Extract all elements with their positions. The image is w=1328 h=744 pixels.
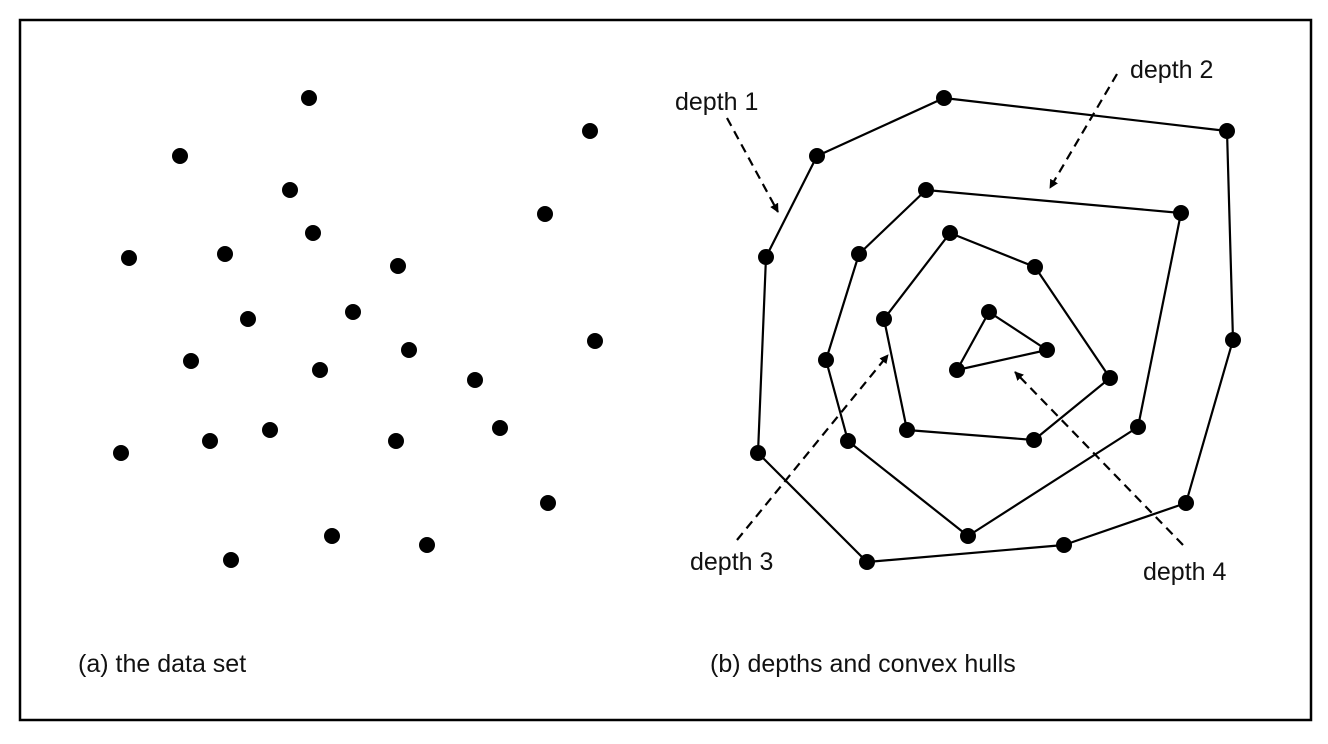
data-point xyxy=(217,246,233,262)
data-point xyxy=(467,372,483,388)
data-point xyxy=(113,445,129,461)
data-point xyxy=(419,537,435,553)
data-point xyxy=(172,148,188,164)
hull-vertex-depth-2 xyxy=(1130,419,1146,435)
hull-depth-2 xyxy=(824,188,1183,538)
hull-vertex-depth-4 xyxy=(1039,342,1055,358)
data-point xyxy=(121,250,137,266)
hull-vertex-depth-2 xyxy=(1173,205,1189,221)
data-point xyxy=(305,225,321,241)
data-point xyxy=(312,362,328,378)
hull-depth-3 xyxy=(882,231,1112,442)
figure-frame xyxy=(18,18,1313,722)
data-point xyxy=(202,433,218,449)
depth-2-arrow xyxy=(1049,73,1118,189)
data-point xyxy=(324,528,340,544)
hull-vertex-depth-1 xyxy=(809,148,825,164)
data-point xyxy=(540,495,556,511)
data-point xyxy=(345,304,361,320)
hull-vertex-depth-1 xyxy=(936,90,952,106)
hull-vertex-depth-4 xyxy=(981,304,997,320)
data-point xyxy=(240,311,256,327)
data-point xyxy=(282,182,298,198)
data-point xyxy=(587,333,603,349)
hull-vertex-depth-3 xyxy=(899,422,915,438)
hull-vertex-depth-2 xyxy=(818,352,834,368)
depth-4-label: depth 4 xyxy=(1143,558,1227,586)
data-point xyxy=(301,90,317,106)
hull-depth-4 xyxy=(955,310,1049,372)
panel-a-data-points xyxy=(113,90,603,568)
hull-vertex-depth-2 xyxy=(840,433,856,449)
depth-1-label: depth 1 xyxy=(675,88,758,116)
hull-vertex-depth-1 xyxy=(1056,537,1072,553)
hull-vertex-depth-1 xyxy=(1178,495,1194,511)
data-point xyxy=(388,433,404,449)
depth-4-arrow xyxy=(1014,371,1184,546)
data-point xyxy=(183,353,199,369)
data-point xyxy=(401,342,417,358)
hull-vertex-depth-2 xyxy=(960,528,976,544)
panel-b-caption: (b) depths and convex hulls xyxy=(710,650,1016,678)
hull-vertex-depth-1 xyxy=(750,445,766,461)
data-point xyxy=(537,206,553,222)
panel-b-hull-vertices xyxy=(750,90,1241,570)
hull-vertex-depth-3 xyxy=(1102,370,1118,386)
hull-vertex-depth-1 xyxy=(758,249,774,265)
depth-3-label: depth 3 xyxy=(690,548,773,576)
hull-vertex-depth-3 xyxy=(1027,259,1043,275)
panel-a-caption: (a) the data set xyxy=(78,650,246,678)
hull-vertex-depth-2 xyxy=(851,246,867,262)
hull-vertex-depth-3 xyxy=(942,225,958,241)
hull-vertex-depth-3 xyxy=(876,311,892,327)
data-point xyxy=(582,123,598,139)
data-point xyxy=(223,552,239,568)
data-point xyxy=(262,422,278,438)
hull-depth-1 xyxy=(756,96,1235,564)
hull-vertex-depth-1 xyxy=(1225,332,1241,348)
hull-vertex-depth-3 xyxy=(1026,432,1042,448)
data-point xyxy=(390,258,406,274)
hull-vertex-depth-1 xyxy=(1219,123,1235,139)
depth-3-arrow xyxy=(736,354,889,541)
hull-vertex-depth-2 xyxy=(918,182,934,198)
hull-vertex-depth-4 xyxy=(949,362,965,378)
panel-b-convex-hulls xyxy=(756,96,1235,564)
depth-arrows xyxy=(726,73,1184,546)
depth-2-label: depth 2 xyxy=(1130,56,1213,84)
depth-1-arrow xyxy=(726,117,779,213)
data-point xyxy=(492,420,508,436)
hull-vertex-depth-1 xyxy=(859,554,875,570)
